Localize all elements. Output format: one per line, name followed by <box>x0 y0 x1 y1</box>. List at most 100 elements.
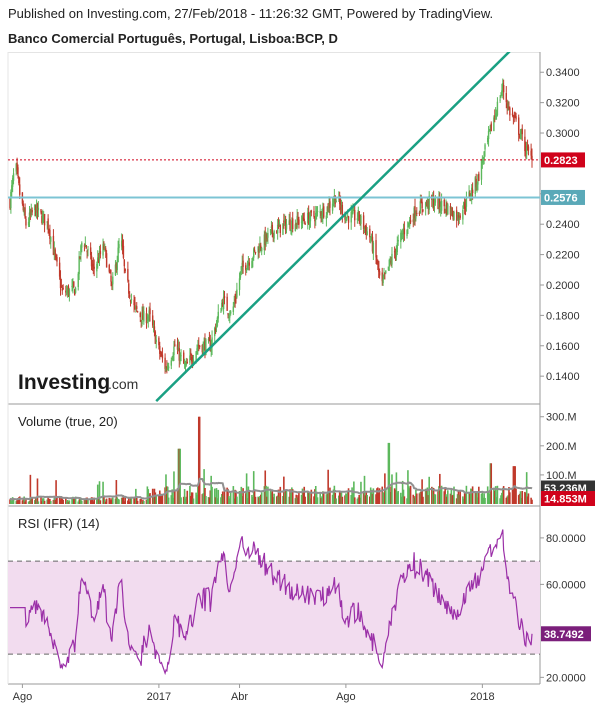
volume-bar <box>390 486 392 504</box>
candle-body <box>186 361 188 364</box>
volume-bar <box>202 493 205 504</box>
candle-body <box>214 328 217 331</box>
volume-bar <box>228 496 230 504</box>
candle-body <box>440 200 443 211</box>
volume-bar <box>308 493 311 504</box>
volume-bar <box>251 494 253 504</box>
candle-body <box>203 342 205 345</box>
candle-body <box>308 218 311 225</box>
volume-bar <box>227 488 229 504</box>
candle-body <box>438 197 440 207</box>
volume-bar <box>291 489 294 504</box>
volume-bar <box>315 491 318 504</box>
volume-bar <box>182 496 185 504</box>
candle-body <box>192 359 195 363</box>
volume-bar <box>155 496 158 504</box>
volume-bar <box>415 493 418 504</box>
volume-bar <box>279 486 282 504</box>
volume-bar <box>450 488 453 504</box>
volume-bar <box>338 490 341 504</box>
candle-body <box>266 234 268 239</box>
candle-body <box>462 209 464 220</box>
candle-body <box>463 201 465 209</box>
volume-bar <box>376 487 379 504</box>
volume-bar <box>363 475 366 504</box>
candle-body <box>127 268 129 281</box>
volume-bar <box>419 491 422 504</box>
volume-bar <box>344 495 346 504</box>
candle-body <box>246 263 249 270</box>
volume-bar <box>364 495 367 504</box>
candle-body <box>180 355 182 357</box>
support-tag: 0.2576 <box>541 189 585 205</box>
candle-body <box>120 240 123 247</box>
volume-bar <box>158 494 160 504</box>
candle-body <box>397 239 399 242</box>
candle-body <box>176 344 179 350</box>
candle-body <box>221 302 224 307</box>
candle-body <box>512 116 515 118</box>
candle-body <box>322 207 324 218</box>
candle-body <box>383 274 385 278</box>
volume-bar <box>447 490 449 504</box>
candle-body <box>191 360 194 362</box>
candle-body <box>232 306 235 312</box>
candle-body <box>302 217 305 220</box>
candle-body <box>151 315 154 326</box>
volume-bar <box>478 486 480 504</box>
price-tick-label: 0.2200 <box>546 250 580 262</box>
candle-body <box>67 286 70 296</box>
volume-bar <box>36 478 39 504</box>
candle-body <box>245 268 248 271</box>
candle-body <box>41 215 43 223</box>
candle-body <box>83 245 86 247</box>
candle-body <box>315 211 318 214</box>
candle-body <box>173 346 175 356</box>
candle-body <box>167 365 169 370</box>
rsi-tick-label: 80.0000 <box>546 533 586 545</box>
logo-suffix: .com <box>108 376 138 392</box>
volume-bar <box>277 489 280 504</box>
volume-bar <box>418 493 421 504</box>
candle-body <box>457 215 460 220</box>
volume-bar <box>79 499 81 504</box>
volume-bar <box>29 474 32 504</box>
candle-body <box>30 209 32 216</box>
volume-bar <box>489 463 492 504</box>
volume-bar <box>56 497 58 504</box>
candle-body <box>463 203 466 209</box>
candle-body <box>402 230 405 235</box>
volume-bar <box>123 501 126 504</box>
volume-bar <box>366 494 368 504</box>
candle-body <box>507 105 509 107</box>
volume-bar <box>141 501 143 504</box>
candle-body <box>471 187 473 198</box>
candle-body <box>207 339 210 341</box>
volume-bar <box>105 498 108 504</box>
volume-bar <box>253 490 256 504</box>
candle-body <box>455 210 458 221</box>
candle-body <box>60 285 63 287</box>
volume-bar <box>136 500 139 504</box>
candle-body <box>335 200 337 203</box>
volume-bar <box>73 498 75 504</box>
candle-body <box>97 259 100 263</box>
published-note: Published on Investing.com, 27/Feb/2018 … <box>8 6 494 21</box>
volume-bar <box>495 497 498 504</box>
candle-body <box>121 240 124 249</box>
candle-body <box>170 360 172 366</box>
volume-bar <box>297 495 299 504</box>
candle-body <box>85 245 87 249</box>
volume-bar <box>396 492 399 504</box>
rsi-y-axis: 20.0000 60.0000 80.0000 <box>540 533 586 684</box>
candle-body <box>190 357 193 362</box>
candle-body <box>338 196 341 204</box>
volume-bar <box>494 486 497 504</box>
volume-bar <box>59 499 62 504</box>
candle-body <box>241 262 243 270</box>
candle-body <box>171 358 173 360</box>
volume-bar <box>309 498 312 504</box>
candle-body <box>314 219 316 222</box>
candle-body <box>72 283 74 289</box>
volume-bar <box>270 492 273 504</box>
